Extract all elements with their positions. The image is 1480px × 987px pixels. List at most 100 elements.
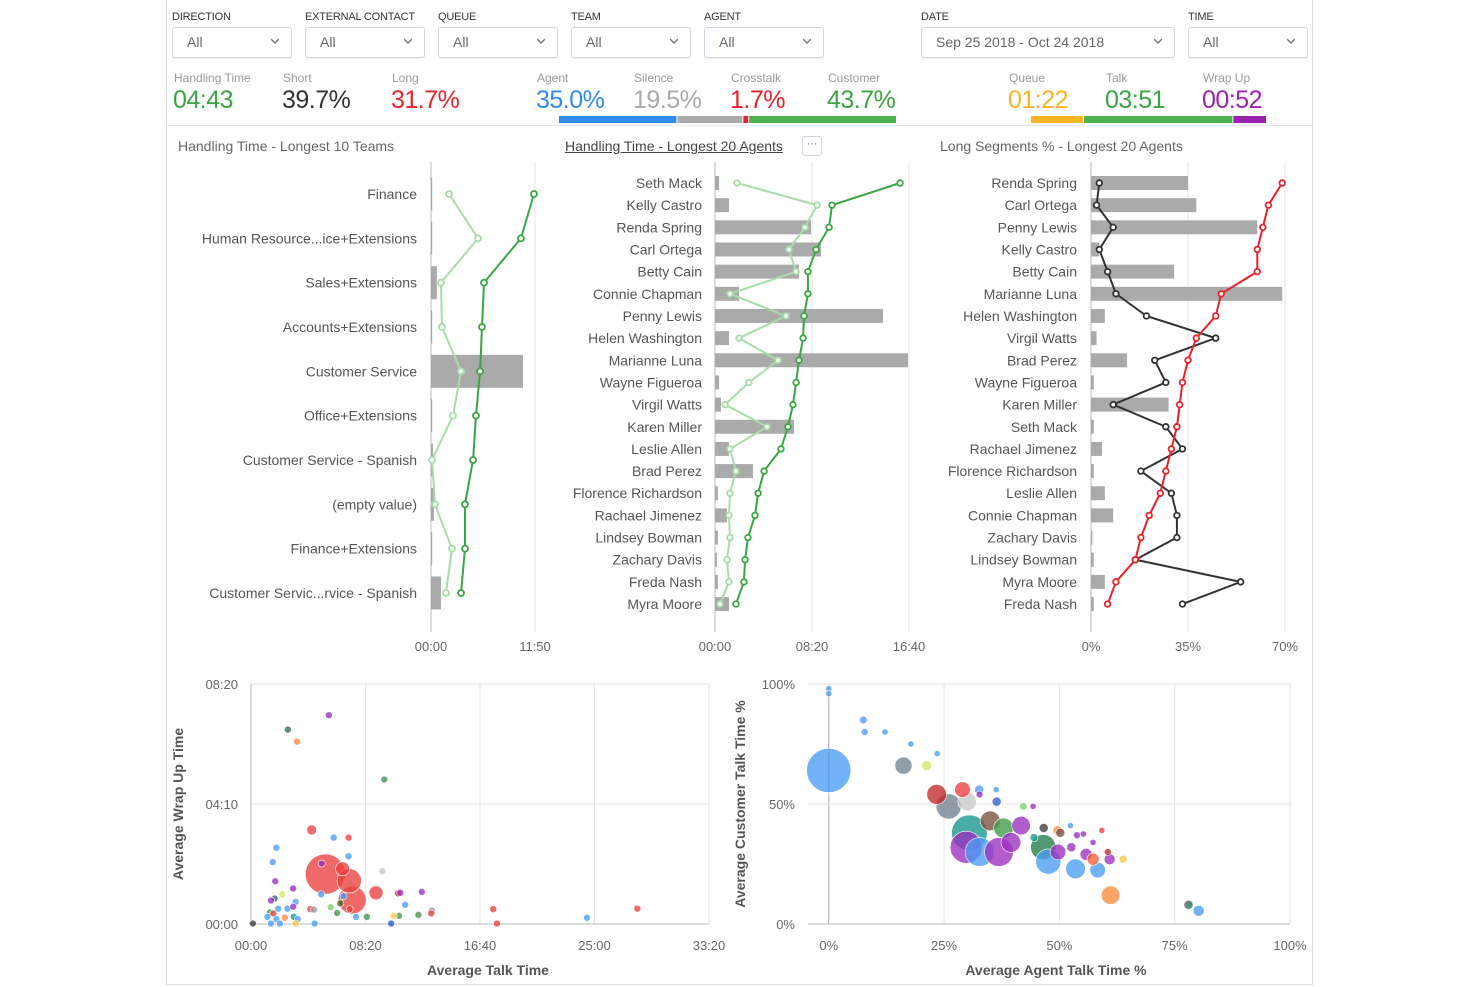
bar xyxy=(1091,486,1105,501)
scatter-point xyxy=(310,919,319,928)
series-point xyxy=(1178,378,1187,387)
category-label: Human Resource...ice+Extensions xyxy=(202,230,417,246)
category-label: Helen Washington xyxy=(963,308,1077,324)
category-label: Kelly Castro xyxy=(627,197,703,213)
series-point xyxy=(478,323,486,331)
category-label: Brad Perez xyxy=(1007,352,1077,368)
filter-label-external-contact: EXTERNAL CONTACT xyxy=(305,11,415,23)
bar xyxy=(715,308,884,323)
bar xyxy=(715,331,729,346)
series-point xyxy=(813,201,821,209)
bar xyxy=(1091,574,1105,589)
series-point xyxy=(1173,511,1181,520)
bar xyxy=(715,574,718,589)
category-label: Penny Lewis xyxy=(998,219,1077,235)
series-point xyxy=(1162,378,1170,387)
series-point xyxy=(1109,223,1117,232)
scatter-point xyxy=(276,919,284,928)
category-label: Zachary Davis xyxy=(988,530,1077,546)
bar xyxy=(1091,308,1105,323)
queue-dropdown[interactable]: All xyxy=(438,27,558,58)
time-dropdown[interactable]: All xyxy=(1188,27,1308,58)
category-label: Leslie Allen xyxy=(1006,485,1077,501)
series-point xyxy=(725,578,733,586)
category-label: Florence Richardson xyxy=(948,463,1077,479)
scatter-point xyxy=(1103,853,1116,866)
category-label: Betty Cain xyxy=(1012,264,1077,280)
category-label: Connie Chapman xyxy=(968,507,1077,523)
scatter-point xyxy=(489,905,498,913)
category-label: Wayne Figueroa xyxy=(600,374,702,390)
date-range-dropdown[interactable]: Sep 25 2018 - Oct 24 2018 xyxy=(921,27,1175,58)
series-point xyxy=(442,589,450,597)
series-point xyxy=(469,456,477,464)
category-label: Leslie Allen xyxy=(631,441,702,457)
scatter-point xyxy=(325,711,333,720)
kpi-label-agent: Agent xyxy=(537,71,569,85)
bar xyxy=(715,530,718,545)
scatter-point xyxy=(389,912,398,920)
scatter-point xyxy=(1086,852,1100,866)
series-point xyxy=(1167,445,1176,453)
filter-label-time: TIME xyxy=(1188,11,1214,23)
series-point xyxy=(1178,600,1187,608)
scatter-point xyxy=(926,784,947,805)
category-label: Carl Ortega xyxy=(630,241,703,257)
external-contact-dropdown[interactable]: All xyxy=(305,27,425,58)
scatter-point xyxy=(333,909,341,917)
bar xyxy=(715,264,800,279)
bar xyxy=(715,242,821,257)
bar xyxy=(1091,441,1103,456)
more-options-button[interactable]: ··· xyxy=(802,136,822,156)
dropdown-value: All xyxy=(453,34,469,50)
category-label: Seth Mack xyxy=(1011,419,1078,435)
category-label: Accounts+Extensions xyxy=(283,319,417,335)
scatter-point xyxy=(633,904,642,913)
scatter-point xyxy=(249,919,257,928)
bar xyxy=(1091,597,1094,612)
category-label: Lindsey Bowman xyxy=(595,530,702,546)
category-label: Florence Richardson xyxy=(573,485,702,501)
team-dropdown[interactable]: All xyxy=(571,27,691,58)
kpi-value-long: 31.7% xyxy=(391,86,460,114)
kpi-value-customer: 43.7% xyxy=(827,86,896,114)
filter-label-team: TEAM xyxy=(571,11,601,23)
bar xyxy=(1091,220,1258,235)
kpi-label-talk: Talk xyxy=(1106,71,1128,85)
x-axis-title: Average Talk Time xyxy=(427,962,549,978)
x-axis-title: Average Agent Talk Time % xyxy=(965,962,1147,978)
scatter-point xyxy=(1192,904,1205,917)
category-label: Renda Spring xyxy=(991,175,1077,191)
scatter-point xyxy=(1019,802,1028,811)
direction-dropdown[interactable]: All xyxy=(172,27,292,58)
series-point xyxy=(726,489,734,497)
x-tick-label: 08:20 xyxy=(796,639,829,654)
series-point xyxy=(792,267,800,276)
series-point xyxy=(732,467,740,475)
bar xyxy=(715,552,717,567)
x-tick-label: 50% xyxy=(1046,938,1072,953)
time-split-bar-queue xyxy=(1031,116,1084,123)
scatter-point xyxy=(289,902,297,911)
x-tick-label: 25% xyxy=(931,938,957,953)
dropdown-value: Sep 25 2018 - Oct 24 2018 xyxy=(936,34,1105,50)
chevron-down-icon xyxy=(1154,38,1162,44)
dropdown-value: All xyxy=(586,34,602,50)
chart-title-agents-link[interactable]: Handling Time - Longest 20 Agents xyxy=(565,138,783,154)
agent-dropdown[interactable]: All xyxy=(704,27,824,58)
scatter-point xyxy=(289,884,297,893)
category-label: Rachael Jimenez xyxy=(970,441,1077,457)
category-label: Renda Spring xyxy=(616,219,702,235)
series-point xyxy=(1278,179,1286,187)
scatter-point xyxy=(933,750,941,758)
series-point xyxy=(457,367,465,376)
series-point xyxy=(474,234,482,243)
series-point xyxy=(785,245,793,254)
dropdown-value: All xyxy=(1203,34,1219,50)
scatter-point xyxy=(1067,822,1074,830)
series-point xyxy=(1095,179,1104,187)
series-point xyxy=(1173,423,1181,431)
series-point xyxy=(751,511,759,520)
x-tick-label: 100% xyxy=(1273,938,1307,953)
